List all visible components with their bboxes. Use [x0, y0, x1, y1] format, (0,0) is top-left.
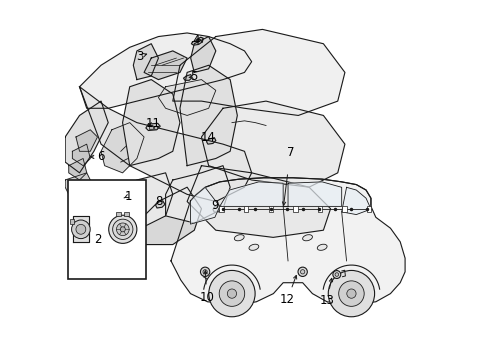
Circle shape	[297, 267, 306, 276]
Bar	[268, 206, 272, 212]
Circle shape	[116, 223, 129, 236]
Polygon shape	[65, 101, 108, 173]
Circle shape	[71, 220, 90, 239]
Bar	[366, 206, 370, 212]
Circle shape	[334, 273, 338, 276]
Circle shape	[346, 289, 355, 298]
Circle shape	[227, 289, 236, 298]
Polygon shape	[65, 173, 94, 202]
Bar	[317, 206, 322, 212]
Polygon shape	[158, 80, 215, 116]
Text: 10: 10	[199, 291, 214, 304]
Circle shape	[76, 224, 85, 234]
Circle shape	[208, 270, 255, 317]
Polygon shape	[145, 123, 160, 131]
Text: 5: 5	[189, 70, 197, 83]
Polygon shape	[171, 178, 404, 305]
Polygon shape	[144, 51, 187, 80]
Polygon shape	[212, 205, 223, 212]
Polygon shape	[69, 158, 86, 180]
Bar	[124, 212, 129, 216]
Circle shape	[327, 270, 374, 317]
Ellipse shape	[234, 235, 244, 241]
Text: 7: 7	[286, 145, 294, 158]
Polygon shape	[180, 65, 237, 166]
Polygon shape	[122, 80, 180, 166]
Circle shape	[332, 271, 340, 279]
Bar	[68, 180, 146, 279]
Polygon shape	[187, 166, 330, 237]
Bar	[244, 206, 248, 212]
Text: 3: 3	[136, 50, 143, 63]
Text: 2: 2	[94, 233, 102, 246]
Circle shape	[112, 219, 133, 239]
Bar	[116, 212, 121, 216]
Polygon shape	[191, 40, 202, 45]
Polygon shape	[190, 187, 219, 224]
Polygon shape	[101, 173, 172, 230]
Bar	[342, 206, 346, 212]
Circle shape	[300, 270, 304, 274]
Bar	[149, 126, 152, 129]
Polygon shape	[219, 182, 283, 206]
Polygon shape	[206, 138, 215, 144]
Text: 1: 1	[124, 190, 131, 203]
Circle shape	[219, 281, 244, 306]
Text: 4: 4	[192, 34, 200, 48]
Text: 14: 14	[200, 131, 215, 144]
Circle shape	[338, 281, 364, 306]
Polygon shape	[183, 75, 192, 80]
Polygon shape	[73, 216, 88, 242]
Polygon shape	[341, 187, 370, 215]
Circle shape	[120, 227, 125, 232]
Circle shape	[108, 215, 137, 243]
Text: 11: 11	[145, 117, 160, 130]
Polygon shape	[172, 30, 344, 116]
Polygon shape	[201, 101, 344, 187]
Polygon shape	[137, 187, 201, 244]
Bar	[153, 126, 157, 129]
Polygon shape	[287, 182, 341, 206]
Polygon shape	[76, 130, 97, 151]
Text: 8: 8	[155, 195, 163, 208]
Text: 13: 13	[319, 294, 334, 307]
Polygon shape	[80, 33, 251, 108]
Polygon shape	[120, 196, 131, 203]
Polygon shape	[80, 87, 251, 202]
Polygon shape	[165, 166, 230, 223]
Bar	[293, 206, 297, 212]
Ellipse shape	[317, 244, 326, 250]
Polygon shape	[190, 37, 215, 72]
Text: 12: 12	[280, 293, 294, 306]
Ellipse shape	[248, 244, 258, 250]
Ellipse shape	[302, 235, 312, 241]
Polygon shape	[133, 44, 158, 80]
Bar	[70, 220, 74, 224]
Circle shape	[203, 270, 207, 274]
Circle shape	[200, 267, 209, 276]
Bar	[219, 206, 223, 212]
Text: 9: 9	[211, 199, 219, 212]
Polygon shape	[101, 123, 144, 173]
Polygon shape	[155, 201, 164, 208]
Text: 6: 6	[97, 150, 104, 163]
Polygon shape	[72, 144, 90, 166]
